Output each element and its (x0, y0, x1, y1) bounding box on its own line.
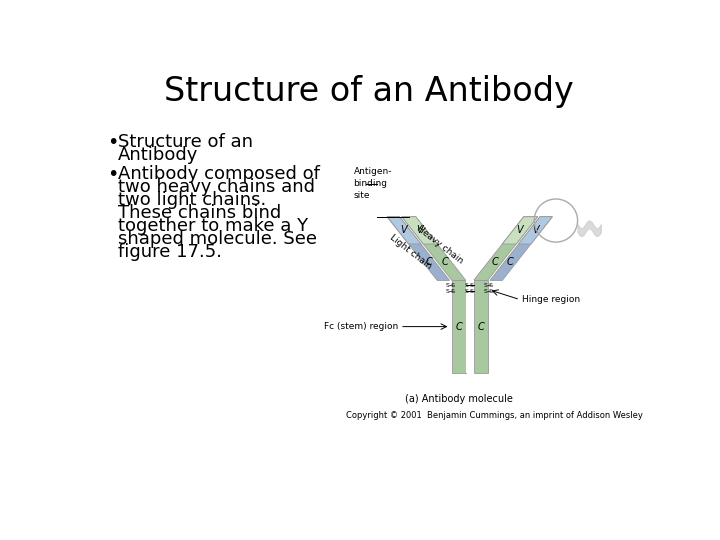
Text: shaped molecule. See: shaped molecule. See (118, 231, 317, 248)
Text: figure 17.5.: figure 17.5. (118, 244, 222, 261)
Text: C: C (507, 257, 514, 267)
Text: Copyright © 2001  Benjamin Cummings, an imprint of Addison Wesley: Copyright © 2001 Benjamin Cummings, an i… (346, 411, 643, 420)
Text: two heavy chains and: two heavy chains and (118, 178, 315, 196)
Text: Hinge region: Hinge region (522, 295, 580, 304)
Text: •: • (107, 165, 118, 184)
Text: Fc (stem) region: Fc (stem) region (324, 322, 398, 331)
Polygon shape (474, 217, 538, 280)
Text: Antigen-
binding
site: Antigen- binding site (354, 167, 392, 200)
Bar (466, 280, 474, 373)
Text: Antibody composed of: Antibody composed of (118, 165, 320, 183)
Text: S-S: S-S (446, 282, 456, 287)
Text: Antibody: Antibody (118, 146, 198, 164)
Text: C: C (441, 257, 448, 267)
Polygon shape (387, 217, 421, 244)
Text: S-S: S-S (484, 289, 494, 294)
Text: V: V (401, 225, 408, 235)
Text: V: V (517, 225, 523, 235)
Text: S-S: S-S (464, 289, 474, 294)
Text: Structure of an: Structure of an (118, 132, 253, 151)
Text: C: C (492, 257, 498, 267)
Polygon shape (402, 217, 437, 244)
Text: together to make a Y: together to make a Y (118, 217, 308, 235)
Text: Light chain: Light chain (388, 233, 433, 272)
Polygon shape (518, 217, 552, 244)
Text: Structure of an Antibody: Structure of an Antibody (164, 75, 574, 108)
Text: S-S: S-S (464, 282, 474, 287)
Polygon shape (387, 217, 449, 280)
Polygon shape (503, 217, 538, 244)
Polygon shape (402, 217, 466, 280)
Text: C: C (477, 322, 484, 332)
Text: two light chains.: two light chains. (118, 191, 266, 209)
Text: Heavy chain: Heavy chain (415, 224, 465, 266)
Text: S-S: S-S (484, 282, 494, 287)
Bar (474, 280, 487, 373)
Text: C: C (456, 322, 462, 332)
Text: These chains bind: These chains bind (118, 204, 281, 222)
Text: S-S: S-S (446, 289, 456, 294)
Text: V: V (532, 225, 539, 235)
Text: V: V (416, 225, 423, 235)
Text: (a) Antibody molecule: (a) Antibody molecule (405, 394, 513, 404)
Bar (452, 280, 466, 373)
Text: •: • (107, 132, 118, 152)
Text: C: C (426, 257, 433, 267)
Polygon shape (490, 217, 552, 280)
